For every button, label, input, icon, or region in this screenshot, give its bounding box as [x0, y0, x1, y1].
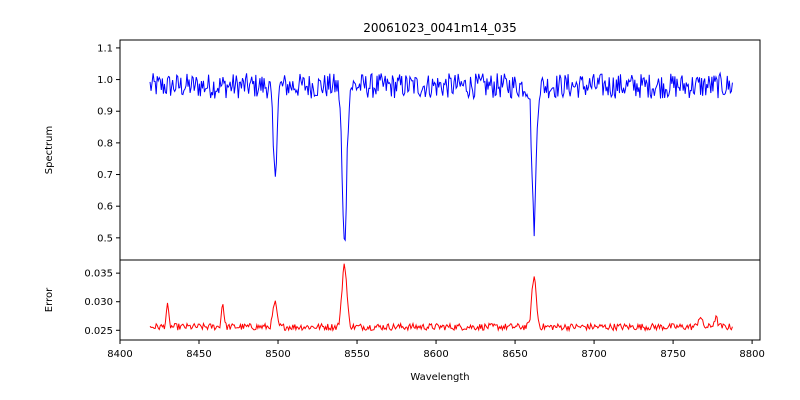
spectrum-y-tick-label: 0.5: [97, 233, 113, 244]
error-axes-frame: [119, 259, 761, 341]
error-y-ticks: 0.025 0.030 0.035: [84, 269, 120, 337]
x-tick-label: 8500: [265, 349, 290, 360]
error-panel: 0.025 0.030 0.035 8400 8450 8500 8550 8600 8650…: [44, 259, 765, 383]
spectrum-y-tick-label: 0.9: [97, 107, 113, 118]
spectrum-y-tick-label: 0.8: [97, 138, 113, 149]
spectrum-y-ticks: 0.5 0.6 0.7 0.8 0.9 1.0 1.1: [97, 43, 120, 244]
error-y-axis-label: Error: [44, 287, 55, 312]
x-tick-label: 8450: [186, 349, 211, 360]
x-tick-label: 8750: [660, 349, 685, 360]
spectrum-y-tick-label: 0.7: [97, 170, 113, 181]
x-tick-label: 8800: [739, 349, 764, 360]
spectrum-y-axis-label: Spectrum: [44, 126, 55, 174]
x-tick-label: 8400: [107, 349, 132, 360]
error-series: [149, 263, 733, 333]
spectrum-y-tick-label: 1.0: [97, 75, 113, 86]
spectrum-line: [149, 71, 733, 242]
spectrum-panel: 0.5 0.6 0.7 0.8 0.9 1.0 1.1 Spectrum: [44, 39, 761, 261]
error-y-tick-label: 0.035: [84, 269, 113, 280]
x-axis-label: Wavelength: [410, 372, 469, 383]
spectrum-y-tick-label: 0.6: [97, 202, 113, 213]
error-line: [149, 263, 733, 333]
chart-title: 20061023_0041m14_035: [363, 21, 516, 35]
x-tick-label: 8550: [344, 349, 369, 360]
spectrum-series: [149, 71, 733, 242]
x-tick-label: 8700: [581, 349, 606, 360]
error-x-ticks: 8400 8450 8500 8550 8600 8650 8700 8750 8800: [107, 340, 765, 360]
x-tick-label: 8600: [423, 349, 448, 360]
x-tick-label: 8650: [502, 349, 527, 360]
error-y-tick-label: 0.030: [84, 297, 113, 308]
error-y-tick-label: 0.025: [84, 326, 113, 337]
spectrum-y-tick-label: 1.1: [97, 43, 113, 54]
